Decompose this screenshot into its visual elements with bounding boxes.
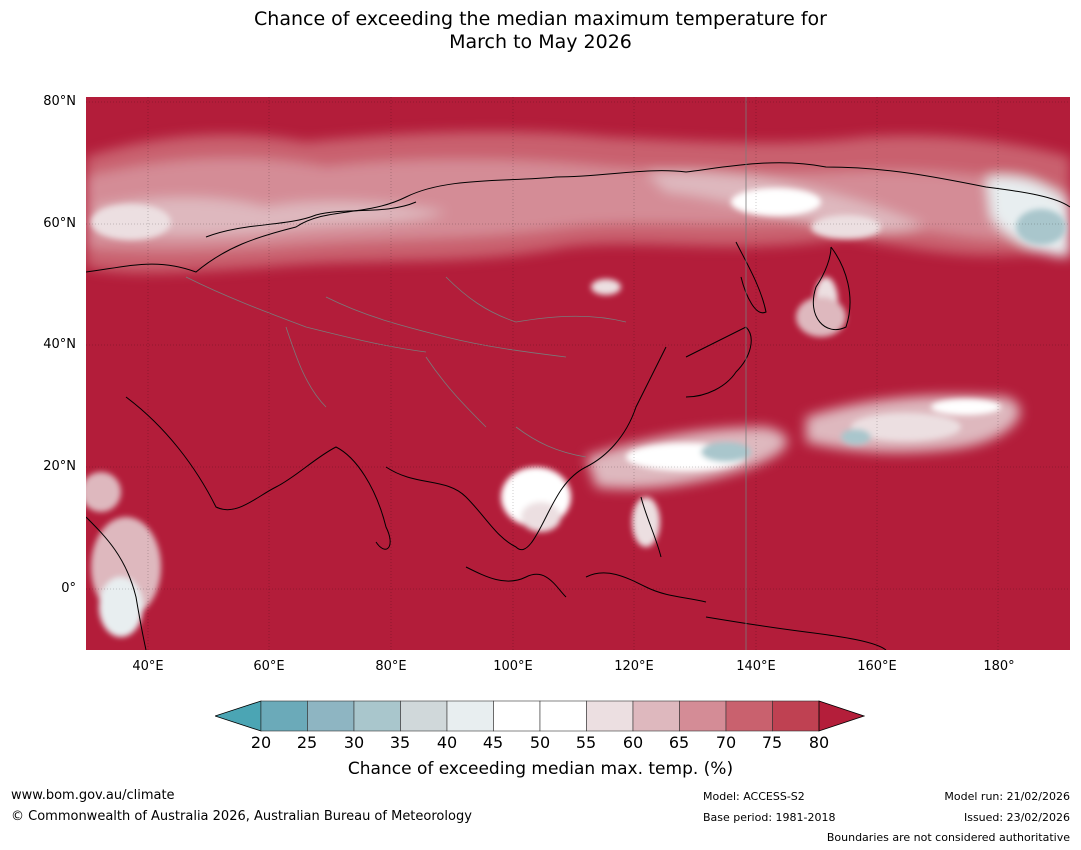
colorbar-tick-60: 60 bbox=[622, 733, 644, 752]
colorbar-tick-25: 25 bbox=[296, 733, 318, 752]
coastlines bbox=[86, 162, 1070, 650]
colorbar-tick-80: 80 bbox=[808, 733, 830, 752]
lat-label-80n: 80°N bbox=[43, 94, 76, 109]
colorbar-segment bbox=[632, 700, 680, 732]
website-url[interactable]: www.bom.gov.au/climate bbox=[11, 788, 175, 803]
colorbar-segment bbox=[353, 700, 401, 732]
colorbar-tick-45: 45 bbox=[482, 733, 504, 752]
colorbar-segment bbox=[260, 700, 308, 732]
colorbar-tick-40: 40 bbox=[436, 733, 458, 752]
model-run-text: Model run: 21/02/2026 bbox=[944, 790, 1070, 803]
colorbar-tick-30: 30 bbox=[343, 733, 365, 752]
colorbar-tick-55: 55 bbox=[575, 733, 597, 752]
map-title: Chance of exceeding the median maximum t… bbox=[0, 8, 1081, 54]
lat-label-20n: 20°N bbox=[43, 459, 76, 474]
graticule bbox=[86, 97, 1070, 650]
issued-text: Issued: 23/02/2026 bbox=[963, 811, 1070, 824]
lon-label-80e: 80°E bbox=[375, 659, 407, 674]
colorbar-segment bbox=[679, 700, 727, 732]
colorbar bbox=[215, 700, 865, 732]
colorbar-segment bbox=[586, 700, 634, 732]
colorbar-segment bbox=[725, 700, 773, 732]
colorbar-over-arrow bbox=[818, 700, 865, 732]
lat-label-40n: 40°N bbox=[43, 337, 76, 352]
base-period-text: Base period: 1981-2018 bbox=[703, 811, 836, 824]
lon-label-40e: 40°E bbox=[132, 659, 164, 674]
lon-label-100e: 100°E bbox=[493, 659, 533, 674]
colorbar-tick-65: 65 bbox=[668, 733, 690, 752]
colorbar-tick-50: 50 bbox=[529, 733, 551, 752]
lon-label-120e: 120°E bbox=[614, 659, 654, 674]
colorbar-segment bbox=[493, 700, 541, 732]
lon-label-60e: 60°E bbox=[253, 659, 285, 674]
colorbar-tick-75: 75 bbox=[761, 733, 783, 752]
colorbar-segment bbox=[539, 700, 587, 732]
colorbar-tick-35: 35 bbox=[389, 733, 411, 752]
lat-label-60n: 60°N bbox=[43, 216, 76, 231]
colorbar-tick-70: 70 bbox=[715, 733, 737, 752]
forecast-map bbox=[86, 97, 1070, 650]
colorbar-segment bbox=[772, 700, 820, 732]
title-line-2: March to May 2026 bbox=[449, 31, 632, 53]
colorbar-segment bbox=[307, 700, 355, 732]
disclaimer-text: Boundaries are not considered authoritat… bbox=[826, 831, 1070, 844]
lon-label-160e: 160°E bbox=[857, 659, 897, 674]
colorbar-label: Chance of exceeding median max. temp. (%… bbox=[347, 759, 734, 779]
lat-label-0: 0° bbox=[61, 581, 76, 596]
title-line-1: Chance of exceeding the median maximum t… bbox=[254, 8, 827, 30]
copyright-text: © Commonwealth of Australia 2026, Austra… bbox=[11, 809, 472, 824]
pacific-light-patches bbox=[626, 399, 1001, 471]
north-light-patches bbox=[91, 188, 1066, 337]
country-borders bbox=[185, 97, 747, 650]
colorbar-segment bbox=[446, 700, 494, 732]
colorbar-segment bbox=[400, 700, 448, 732]
lon-label-140e: 140°E bbox=[736, 659, 776, 674]
colorbar-tick-20: 20 bbox=[250, 733, 272, 752]
model-text: Model: ACCESS-S2 bbox=[703, 790, 805, 803]
colorbar-under-arrow bbox=[215, 700, 262, 732]
lon-label-180: 180° bbox=[983, 659, 1015, 674]
